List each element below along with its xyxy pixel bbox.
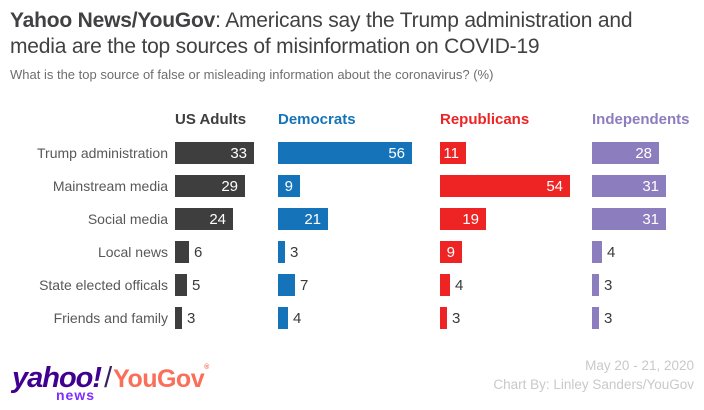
bar-value: 3 xyxy=(452,310,461,327)
bar-independents-trump-administration: 28 xyxy=(592,142,659,164)
bar-us-adults-trump-administration: 33 xyxy=(175,142,254,164)
bar-value: 21 xyxy=(304,211,321,228)
bar-value: 28 xyxy=(635,145,652,162)
bar-value: 9 xyxy=(284,178,293,195)
chart-credit: Chart By: Linley Sanders/YouGov xyxy=(493,377,694,392)
registered-trademark-icon: ® xyxy=(204,364,209,371)
bar-value: 5 xyxy=(192,277,201,294)
bar-us-adults-friends-and-family xyxy=(175,307,182,329)
bar-value: 6 xyxy=(194,244,203,261)
bar-value: 54 xyxy=(546,178,563,195)
category-label-friends-and-family: Friends and family xyxy=(53,310,168,326)
category-label-social-media: Social media xyxy=(87,211,168,227)
series-header-democrats: Democrats xyxy=(278,111,356,128)
bar-value: 3 xyxy=(187,310,196,327)
logo-slash-icon: / xyxy=(104,362,113,394)
bar-value: 7 xyxy=(300,277,309,294)
chart-credits: May 20 - 21, 2020 Chart By: Linley Sande… xyxy=(493,356,694,394)
bar-value: 31 xyxy=(642,178,659,195)
bar-republicans-mainstream-media: 54 xyxy=(440,175,570,197)
bar-democrats-trump-administration: 56 xyxy=(278,142,412,164)
bar-value: 19 xyxy=(462,211,479,228)
chart-subtitle: What is the top source of false or misle… xyxy=(10,67,494,82)
bar-value: 56 xyxy=(388,145,405,162)
category-label-state-elected-officals: State elected officals xyxy=(39,277,168,293)
bar-value: 33 xyxy=(230,145,247,162)
series-header-us-adults: US Adults xyxy=(175,111,247,128)
bar-republicans-social-media: 19 xyxy=(440,208,486,230)
category-label-local-news: Local news xyxy=(97,244,168,260)
bar-us-adults-social-media: 24 xyxy=(175,208,233,230)
yahoo-news-yougov-logo: yahoo!/YouGov® news xyxy=(12,362,209,403)
bar-value: 29 xyxy=(221,178,238,195)
category-label-trump-administration: Trump administration xyxy=(37,145,168,161)
bar-independents-friends-and-family xyxy=(592,307,599,329)
bar-us-adults-local-news xyxy=(175,241,189,263)
bar-value: 3 xyxy=(290,244,299,261)
bar-value: 24 xyxy=(209,211,226,228)
yougov-wordmark: YouGov xyxy=(113,365,205,393)
bar-us-adults-state-elected-officals xyxy=(175,274,187,296)
bar-us-adults-mainstream-media: 29 xyxy=(175,175,245,197)
bar-republicans-local-news: 9 xyxy=(440,241,462,263)
bar-value: 3 xyxy=(604,310,613,327)
date-range: May 20 - 21, 2020 xyxy=(585,358,694,373)
bar-republicans-state-elected-officals xyxy=(440,274,450,296)
bar-value: 9 xyxy=(446,244,455,261)
yahoo-wordmark: yahoo! xyxy=(12,362,102,394)
yahoo-news-wordmark: news xyxy=(56,387,96,403)
bar-democrats-social-media: 21 xyxy=(278,208,328,230)
bar-democrats-mainstream-media: 9 xyxy=(278,175,300,197)
bar-value: 4 xyxy=(293,310,302,327)
bar-independents-state-elected-officals xyxy=(592,274,599,296)
bar-value: 11 xyxy=(443,145,459,162)
bar-republicans-friends-and-family xyxy=(440,307,447,329)
series-header-republicans: Republicans xyxy=(440,111,530,128)
bar-republicans-trump-administration: 11 xyxy=(440,142,466,164)
page-title-lead: Yahoo News/YouGov xyxy=(10,9,216,32)
page-title: Yahoo News/YouGov: Americans say the Tru… xyxy=(10,8,670,60)
category-label-mainstream-media: Mainstream media xyxy=(52,178,168,194)
bar-value: 4 xyxy=(607,244,616,261)
bar-value: 31 xyxy=(642,211,659,228)
bar-independents-social-media: 31 xyxy=(592,208,666,230)
bar-democrats-friends-and-family xyxy=(278,307,288,329)
bar-democrats-local-news xyxy=(278,241,285,263)
series-header-independents: Independents xyxy=(592,111,690,128)
bar-democrats-state-elected-officals xyxy=(278,274,295,296)
bar-independents-mainstream-media: 31 xyxy=(592,175,666,197)
bar-value: 4 xyxy=(455,277,464,294)
bar-independents-local-news xyxy=(592,241,602,263)
bar-value: 3 xyxy=(604,277,613,294)
page-title-rest: : Americans say the Trump administration… xyxy=(10,9,633,58)
